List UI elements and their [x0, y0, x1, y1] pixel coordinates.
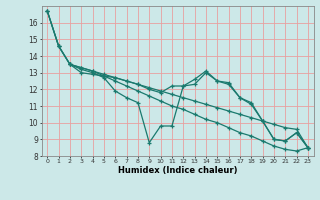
X-axis label: Humidex (Indice chaleur): Humidex (Indice chaleur) — [118, 166, 237, 175]
